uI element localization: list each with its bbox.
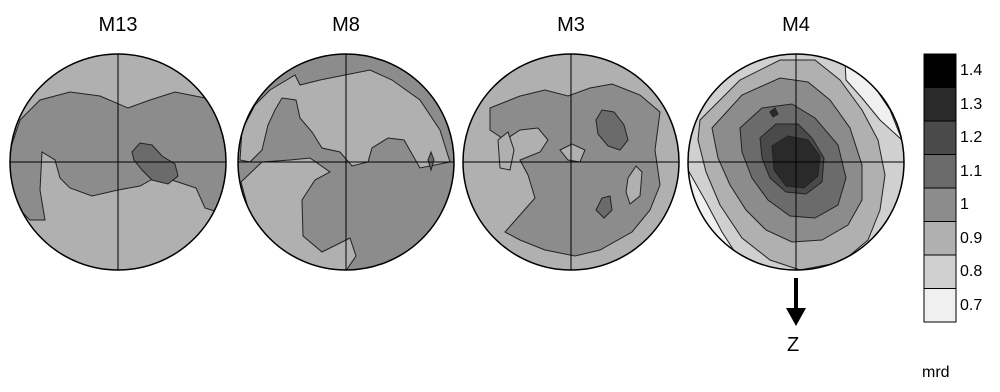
contour-m3-level-2-a [595, 109, 629, 151]
legend-unit-label: mrd [922, 364, 950, 381]
pole-figure-m3 [462, 53, 680, 271]
legend-level-label: 1.4 [960, 62, 983, 79]
contour-m3-level-09-c [497, 131, 515, 171]
plot-title-m3: M3 [557, 14, 585, 36]
contour-m3-level-2-b [595, 195, 613, 219]
legend-swatch-6 [923, 254, 957, 289]
legend-level-label: 0.9 [960, 229, 983, 247]
plot-title-m13: M13 [98, 14, 138, 36]
legend-swatch-4 [923, 187, 957, 222]
contour-m8-level-11-spot [427, 150, 435, 172]
legend-level-label: 0.7 [960, 296, 983, 314]
legend-swatch-1 [923, 87, 957, 122]
plot-title-m4: M4 [782, 14, 810, 36]
contour-m8-level-09-top [239, 69, 451, 169]
pole-figure-m4 [687, 53, 905, 271]
pole-figure-m13 [9, 53, 227, 271]
legend-swatch-5 [923, 221, 957, 256]
legend-level-label: 1.3 [960, 95, 983, 113]
z-direction-arrow [786, 278, 806, 326]
contour-m13-level-2 [131, 142, 179, 185]
legend-swatch-0 [923, 53, 957, 88]
legend-swatch-3 [923, 154, 957, 189]
legend-swatch-7 [923, 288, 957, 323]
contour-m3-level-09-a [559, 143, 586, 163]
legend-level-label: 0.8 [960, 263, 983, 280]
contour-m3-level-09-b [625, 165, 643, 205]
legend-swatch-2 [923, 120, 957, 155]
legend-level-label: 1.1 [960, 162, 983, 180]
pole-figure-m8 [237, 53, 455, 271]
plot-title-m8: M8 [332, 14, 360, 36]
contour-m4-spot [769, 107, 779, 118]
legend-level-label: 1.2 [960, 129, 983, 146]
legend-color-bar [923, 53, 957, 323]
z-axis-label: Z [787, 334, 800, 356]
legend-level-label: 1 [960, 196, 969, 213]
